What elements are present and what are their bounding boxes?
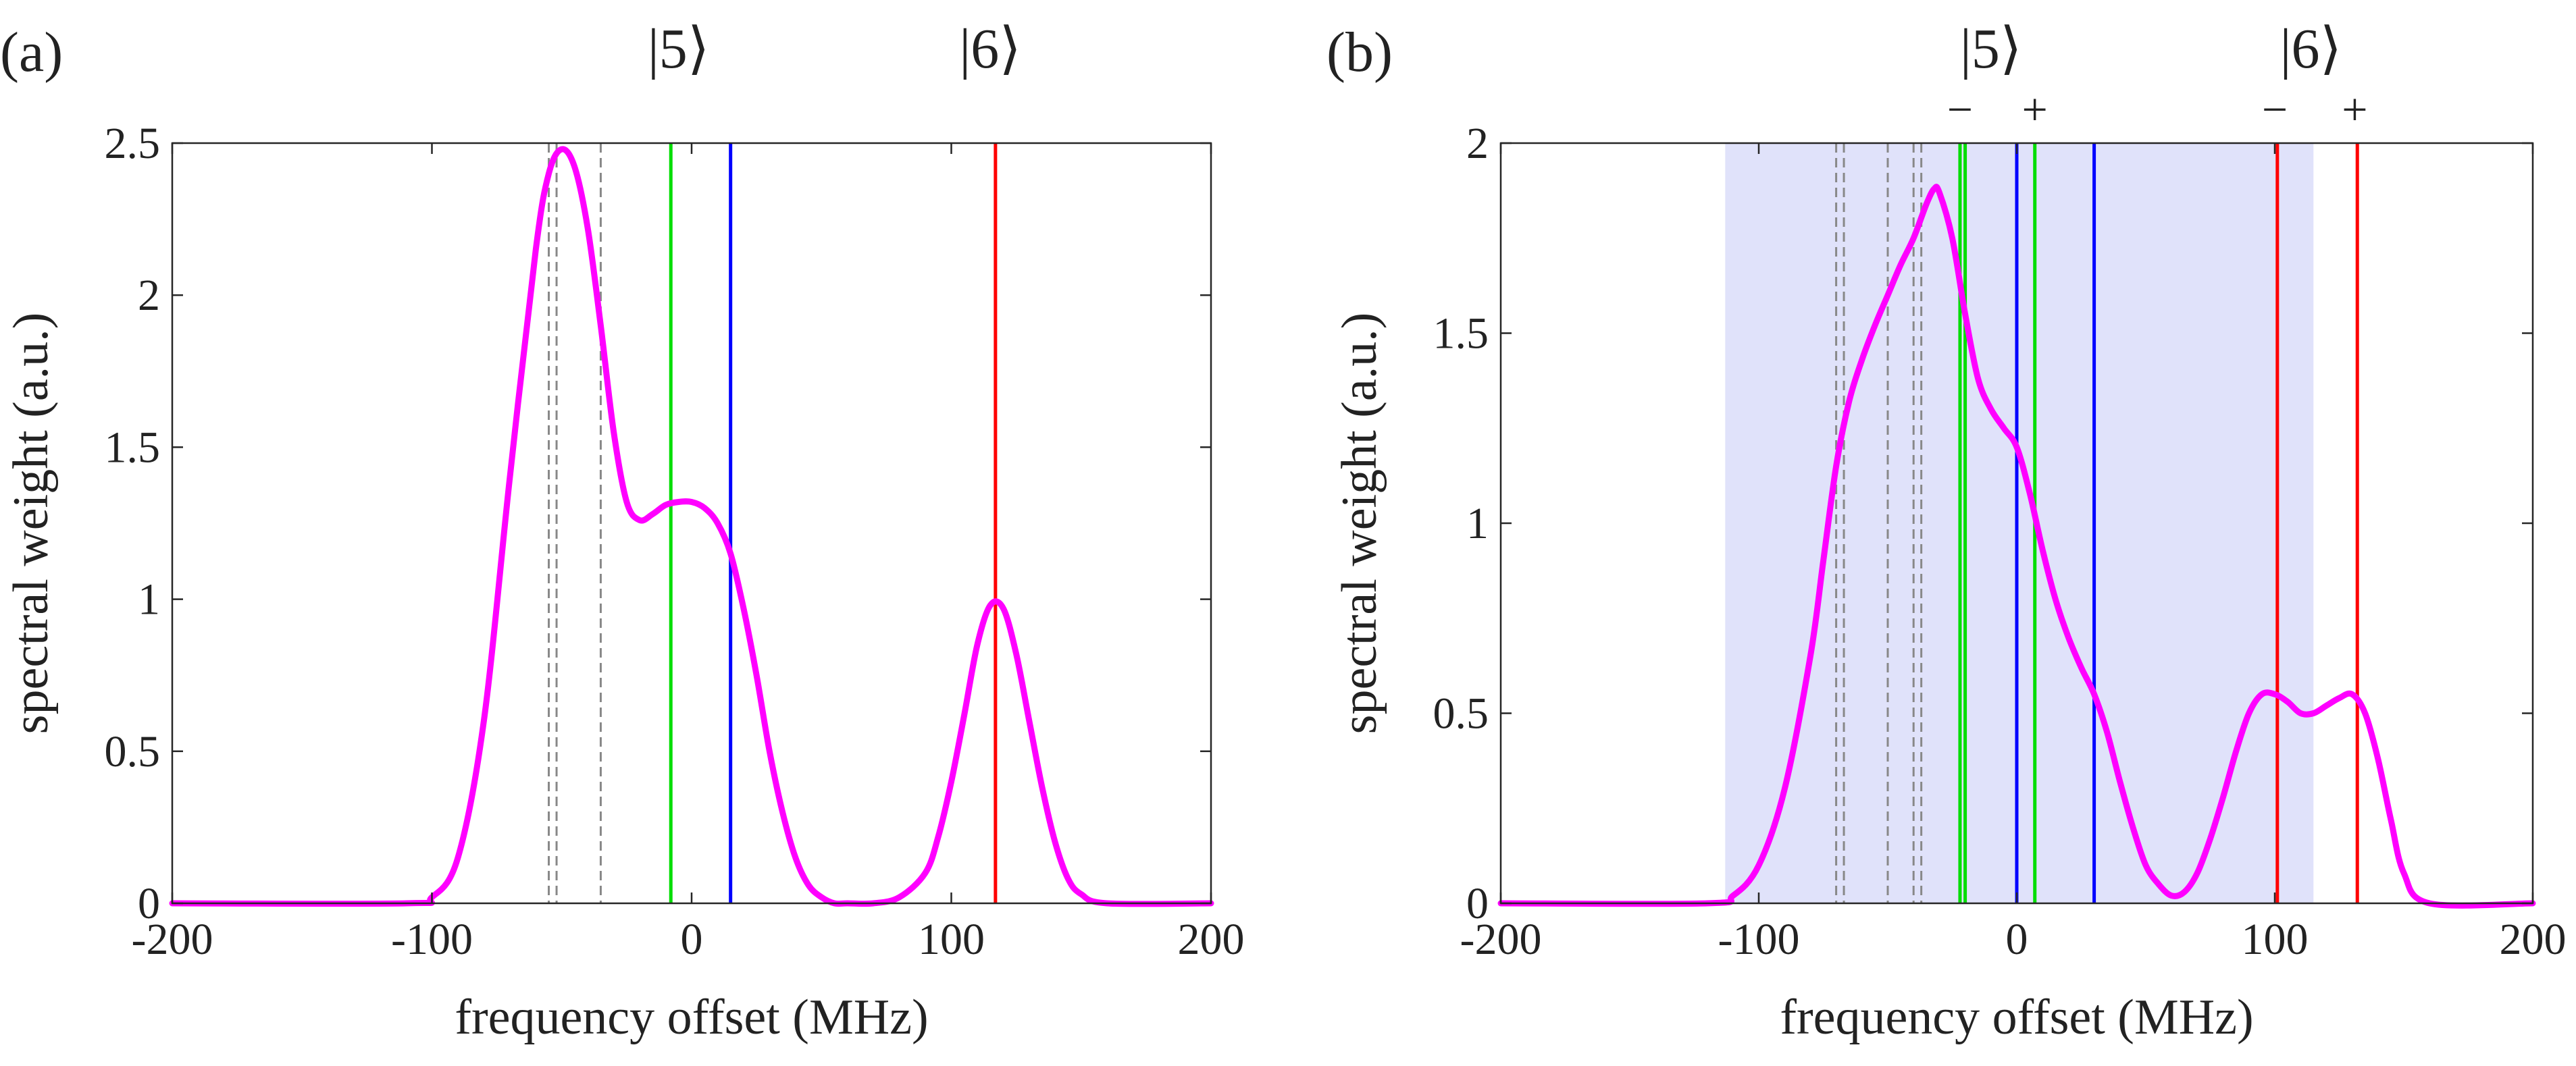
state-label: |5⟩ bbox=[1960, 18, 2022, 80]
y-tick-label: 1 bbox=[138, 575, 160, 624]
series-line-spectral-weight bbox=[1497, 184, 2536, 909]
x-tick-label: 200 bbox=[1178, 915, 1245, 964]
series-line-spectral-weight bbox=[169, 146, 1214, 907]
axes-frame bbox=[171, 142, 1212, 905]
state-sign-label: + bbox=[2342, 84, 2367, 135]
state-label: |6⟩ bbox=[2280, 18, 2342, 80]
y-tick-label: 1.5 bbox=[1433, 309, 1489, 358]
panel-label: (a) bbox=[0, 21, 63, 84]
panel-b: -200 -100 0 100 200 0 0.5 1 1.5 2 frequency offset… bbox=[1326, 18, 2567, 1045]
y-tick-label: 0.5 bbox=[105, 727, 161, 776]
x-tick-label: -100 bbox=[1718, 915, 1800, 964]
state-sign-label: − bbox=[2262, 84, 2288, 135]
y-tick-label: 2.5 bbox=[105, 119, 161, 168]
x-tick-label: 0 bbox=[681, 915, 703, 964]
x-tick-label: -100 bbox=[391, 915, 473, 964]
panel-a: -200 -100 0 100 200 0 0.5 1 1.5 2 2.5 frequency off… bbox=[0, 18, 1245, 1045]
x-tick-label: 100 bbox=[2242, 915, 2309, 964]
y-tick-label: 1.5 bbox=[105, 423, 161, 472]
y-axis-label: spectral weight (a.u.) bbox=[1332, 313, 1387, 735]
y-tick-label: 0 bbox=[138, 879, 160, 928]
y-tick-label: 1 bbox=[1466, 499, 1489, 548]
state-sign-label: + bbox=[2022, 84, 2048, 135]
x-tick-label: -200 bbox=[132, 915, 213, 964]
state-sign-label: − bbox=[1947, 84, 1973, 135]
y-tick-label: 0 bbox=[1466, 879, 1489, 928]
state-label: |5⟩ bbox=[648, 18, 710, 80]
y-tick-label: 2 bbox=[138, 271, 160, 320]
panel-label: (b) bbox=[1326, 21, 1393, 84]
shaded-region bbox=[1725, 143, 2314, 903]
x-tick-label: 200 bbox=[2500, 915, 2567, 964]
x-axis-label: frequency offset (MHz) bbox=[1780, 990, 2253, 1045]
x-tick-label: 0 bbox=[2006, 915, 2028, 964]
y-axis-label: spectral weight (a.u.) bbox=[3, 313, 59, 735]
state-label: |6⟩ bbox=[959, 18, 1021, 80]
y-tick-label: 0.5 bbox=[1433, 689, 1489, 739]
x-axis-label: frequency offset (MHz) bbox=[455, 990, 928, 1045]
x-tick-label: 100 bbox=[918, 915, 985, 964]
x-tick-label: -200 bbox=[1460, 915, 1542, 964]
y-tick-label: 2 bbox=[1466, 119, 1489, 168]
